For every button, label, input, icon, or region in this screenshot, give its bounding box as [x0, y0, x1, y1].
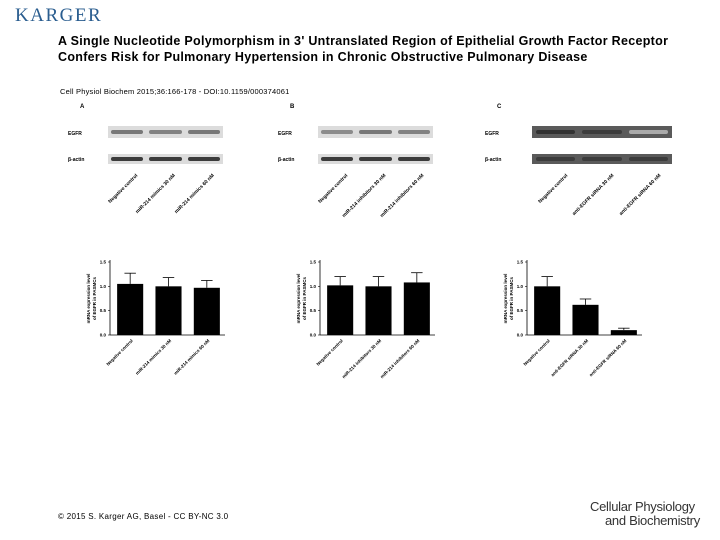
blot-lane-label: miR-214 mimics 30 nM	[135, 172, 178, 216]
blot-band	[397, 157, 430, 161]
blot-band	[359, 129, 392, 135]
blot-band	[397, 129, 430, 135]
x-tick-label: anti-EGFR siRNA 60 nM	[588, 338, 627, 377]
beta-actin-blot	[108, 154, 223, 164]
blot-lane-label: anti-EGFR siRNA 30 nM	[571, 172, 616, 217]
bar	[534, 286, 561, 335]
x-tick-label: Negative control	[105, 338, 133, 366]
y-tick-label: 1.0	[310, 284, 317, 289]
copyright-notice: © 2015 S. Karger AG, Basel - CC BY-NC 3.…	[58, 512, 229, 521]
blot-band	[321, 129, 354, 135]
bar	[365, 286, 392, 335]
figure-panel-a: A EGFR β-actin Negative control miR-214 mimi…	[68, 100, 300, 400]
beta-actin-blot-label: β-actin	[278, 157, 295, 163]
y-axis-label: of EGFR in PASMCs	[92, 277, 97, 320]
figure-panel-b: B EGFR β-actin Negative control miR-214 inhi…	[278, 100, 510, 400]
blot-band	[582, 129, 622, 135]
bar	[327, 285, 354, 335]
blot-lane-label: Negative control	[106, 172, 139, 205]
x-tick-label: miR-214 mimics 30 nM	[135, 338, 173, 376]
bar	[193, 287, 220, 335]
egfr-blot	[108, 126, 223, 138]
egfr-blot	[532, 126, 672, 138]
blot-band	[629, 129, 669, 135]
y-tick-label: 0.0	[517, 333, 524, 338]
publisher-logo: KARGER	[15, 5, 103, 26]
blot-band	[149, 129, 182, 135]
blot-lane-label: miR-214 inhibitors 60 nM	[379, 172, 426, 219]
y-axis-label: mRNA expression level	[503, 274, 508, 324]
bar	[403, 282, 430, 335]
citation: Cell Physiol Biochem 2015;36:166-178 - D…	[60, 87, 290, 96]
blot-band	[535, 157, 575, 161]
blot-lane-label: anti-EGFR siRNA 60 nM	[618, 172, 663, 217]
paper-title: A Single Nucleotide Polymorphism in 3' U…	[58, 34, 669, 64]
y-tick-label: 0.0	[310, 333, 317, 338]
y-tick-label: 0.5	[517, 308, 524, 313]
bar	[610, 330, 637, 335]
beta-actin-blot-label: β-actin	[68, 157, 85, 163]
y-tick-label: 0.5	[310, 308, 317, 313]
blot-band	[187, 157, 220, 161]
y-axis-label: mRNA expression level	[86, 274, 91, 324]
y-tick-label: 1.5	[517, 260, 524, 265]
x-tick-label: miR-214 inhibitors 60 nM	[379, 338, 420, 379]
blot-lane-label: Negative control	[537, 172, 570, 205]
journal-name-line1: Cellular Physiology	[590, 499, 695, 514]
blot-band	[582, 157, 622, 161]
panel-letter: A	[80, 104, 85, 110]
blot-band	[535, 129, 575, 135]
blot-band	[629, 157, 669, 161]
bar	[155, 286, 182, 335]
figure-panel-c: C EGFR β-actin Negative control anti-EGFR si…	[485, 100, 717, 400]
y-axis-label: of EGFR in PASMCs	[509, 277, 514, 320]
blot-band	[359, 157, 392, 161]
y-tick-label: 0.5	[100, 308, 107, 313]
blot-band	[149, 157, 182, 161]
x-tick-label: miR-214 mimics 60 nM	[173, 338, 211, 376]
blot-band	[111, 157, 144, 161]
egfr-blot-label: EGFR	[278, 131, 292, 137]
egfr-blot-label: EGFR	[485, 131, 499, 137]
y-tick-label: 1.5	[310, 260, 317, 265]
x-tick-label: anti-EGFR siRNA 30 nM	[550, 338, 589, 377]
egfr-blot-label: EGFR	[68, 131, 82, 137]
y-tick-label: 1.0	[517, 284, 524, 289]
blot-band	[321, 157, 354, 161]
y-axis-label: of EGFR in PASMCs	[302, 277, 307, 320]
x-tick-label: Negative control	[315, 338, 343, 366]
beta-actin-blot	[532, 154, 672, 164]
blot-band	[111, 129, 144, 135]
beta-actin-blot-label: β-actin	[485, 157, 502, 163]
bar	[572, 304, 599, 335]
x-tick-label: miR-214 inhibitors 30 nM	[341, 338, 382, 379]
journal-name-line2: and Biochemistry	[605, 513, 700, 528]
y-tick-label: 1.0	[100, 284, 107, 289]
bar	[117, 283, 144, 335]
bar-chart: 0.0 0.5 1.0 1.5 mRNA expression level of EGFR…	[503, 260, 642, 377]
beta-actin-blot	[318, 154, 433, 164]
panel-letter: C	[497, 104, 502, 110]
bar-chart: 0.0 0.5 1.0 1.5 mRNA expression level of EGFR…	[296, 260, 435, 379]
egfr-blot	[318, 126, 433, 138]
blot-lane-label: miR-214 mimics 60 nM	[173, 172, 216, 216]
bar-chart: 0.0 0.5 1.0 1.5 mRNA expression level of EGFR…	[86, 260, 225, 376]
panel-letter: B	[290, 104, 295, 110]
x-tick-label: Negative control	[522, 338, 550, 366]
y-tick-label: 1.5	[100, 260, 107, 265]
y-tick-label: 0.0	[100, 333, 107, 338]
blot-lane-label: Negative control	[316, 172, 349, 205]
journal-logo: Cellular Physiology and Biochemistry	[590, 500, 700, 528]
y-axis-label: mRNA expression level	[296, 274, 301, 324]
blot-band	[187, 129, 220, 135]
